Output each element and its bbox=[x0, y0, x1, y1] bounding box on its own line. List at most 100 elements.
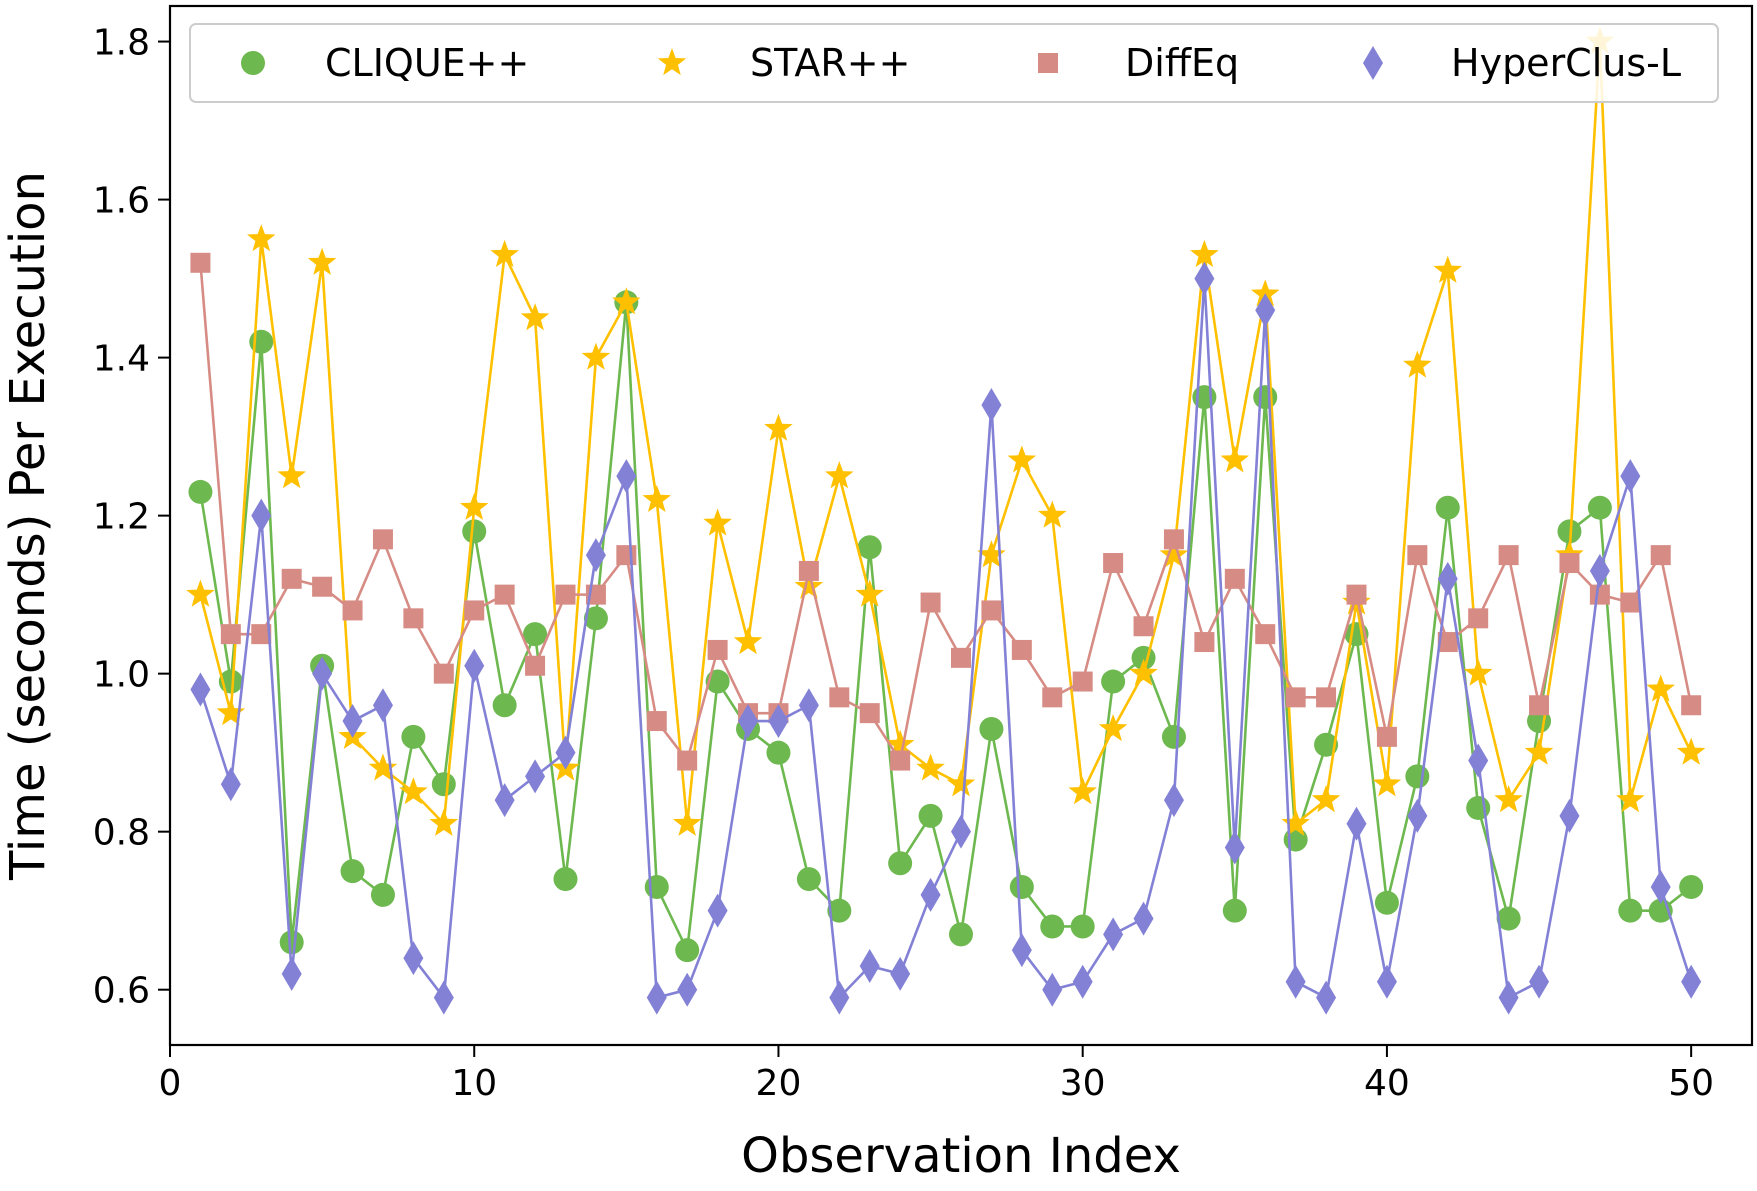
data-point-hyperclus-l bbox=[1194, 261, 1215, 296]
data-point-clique bbox=[827, 898, 852, 923]
data-point-hyperclus-l bbox=[707, 893, 728, 928]
data-point-clique bbox=[462, 519, 487, 544]
data-point-star bbox=[1433, 255, 1463, 283]
data-point-clique bbox=[340, 859, 365, 884]
data-point-diffeq bbox=[1346, 584, 1367, 605]
data-point-clique bbox=[949, 922, 973, 947]
data-point-star bbox=[1190, 239, 1219, 268]
data-point-star bbox=[247, 224, 276, 252]
data-point-hyperclus-l bbox=[1650, 869, 1671, 904]
data-point-hyperclus-l bbox=[1042, 972, 1063, 1007]
data-point-star bbox=[1403, 350, 1432, 378]
data-point-hyperclus-l bbox=[890, 956, 911, 991]
data-point-hyperclus-l bbox=[920, 877, 941, 912]
legend-label-star: STAR++ bbox=[750, 41, 910, 85]
data-point-star bbox=[399, 777, 428, 805]
data-point-hyperclus-l bbox=[1224, 830, 1245, 865]
data-point-hyperclus-l bbox=[525, 759, 546, 794]
data-point-hyperclus-l bbox=[738, 704, 759, 739]
data-point-diffeq bbox=[1529, 695, 1550, 716]
data-point-star bbox=[1250, 279, 1280, 307]
data-point-clique bbox=[888, 851, 913, 876]
data-point-star bbox=[1038, 500, 1067, 528]
x-tick-label: 20 bbox=[756, 1063, 802, 1104]
data-point-star bbox=[277, 461, 306, 489]
legend-entry-hyperclus-l: HyperClus-L bbox=[1363, 41, 1681, 85]
data-point-hyperclus-l bbox=[981, 388, 1002, 423]
data-point-diffeq bbox=[281, 568, 302, 589]
x-axis-title: Observation Index bbox=[741, 1128, 1181, 1184]
data-point-diffeq bbox=[1376, 726, 1397, 747]
data-point-star bbox=[1007, 445, 1037, 473]
legend-marker-hyperclus-l bbox=[1363, 46, 1383, 80]
x-axis-ticks: 0 10 20 30 40 50 bbox=[159, 1045, 1714, 1104]
data-point-diffeq bbox=[1620, 592, 1641, 613]
data-point-diffeq bbox=[1042, 687, 1063, 708]
data-point-star bbox=[764, 413, 793, 441]
data-point-star bbox=[429, 808, 459, 836]
data-point-hyperclus-l bbox=[677, 972, 698, 1007]
data-point-diffeq bbox=[220, 624, 241, 645]
data-point-diffeq bbox=[1224, 568, 1245, 589]
data-point-diffeq bbox=[677, 750, 698, 771]
data-point-star bbox=[1129, 658, 1158, 686]
data-point-star bbox=[1281, 808, 1310, 836]
data-point-diffeq bbox=[1072, 671, 1093, 692]
data-point-clique bbox=[431, 772, 456, 797]
data-point-diffeq bbox=[312, 576, 333, 597]
data-point-star bbox=[307, 247, 337, 275]
data-point-diffeq bbox=[829, 687, 850, 708]
data-point-clique bbox=[1496, 906, 1521, 931]
data-point-diffeq bbox=[494, 584, 515, 605]
data-point-clique bbox=[1618, 898, 1643, 923]
data-point-clique bbox=[1070, 914, 1095, 939]
data-point-star bbox=[825, 461, 854, 489]
series-line-star bbox=[199, 40, 1693, 826]
y-tick-label: 0.6 bbox=[93, 971, 150, 1012]
data-point-star bbox=[1524, 737, 1554, 765]
series-hyperclus-l bbox=[190, 261, 1702, 1015]
data-point-hyperclus-l bbox=[1529, 964, 1550, 999]
data-point-clique bbox=[1283, 827, 1308, 852]
data-point-diffeq bbox=[190, 252, 211, 273]
data-point-diffeq bbox=[1316, 687, 1337, 708]
data-point-diffeq bbox=[342, 600, 363, 621]
data-point-diffeq bbox=[1650, 545, 1671, 566]
x-tick-label: 30 bbox=[1060, 1063, 1106, 1104]
data-point-clique bbox=[1101, 669, 1126, 694]
data-point-star bbox=[1646, 674, 1675, 702]
data-point-hyperclus-l bbox=[1011, 933, 1032, 968]
data-point-clique bbox=[1222, 898, 1247, 923]
legend-marker-clique bbox=[241, 51, 265, 75]
data-point-hyperclus-l bbox=[1072, 964, 1093, 999]
data-point-hyperclus-l bbox=[1559, 798, 1580, 833]
data-point-hyperclus-l bbox=[403, 941, 424, 976]
data-point-clique bbox=[553, 867, 578, 892]
data-point-diffeq bbox=[707, 639, 728, 660]
data-point-clique bbox=[979, 716, 1004, 741]
data-point-clique bbox=[492, 693, 517, 718]
data-point-diffeq bbox=[555, 584, 576, 605]
data-point-star bbox=[1098, 713, 1128, 742]
data-point-diffeq bbox=[1011, 639, 1032, 660]
data-point-star bbox=[855, 579, 884, 607]
data-point-diffeq bbox=[951, 647, 971, 668]
data-point-star bbox=[1311, 785, 1341, 813]
data-point-diffeq bbox=[1437, 632, 1458, 653]
data-point-star bbox=[703, 508, 732, 536]
y-tick-label: 1.6 bbox=[93, 181, 150, 222]
data-point-diffeq bbox=[859, 703, 880, 724]
data-point-star bbox=[1220, 445, 1250, 473]
data-point-hyperclus-l bbox=[1437, 561, 1458, 596]
data-point-clique bbox=[279, 930, 304, 955]
data-point-hyperclus-l bbox=[1255, 293, 1276, 328]
data-point-hyperclus-l bbox=[1589, 553, 1610, 588]
legend-entry-clique: CLIQUE++ bbox=[241, 41, 529, 85]
x-tick-label: 10 bbox=[451, 1063, 497, 1104]
legend-label-hyperclus-l: HyperClus-L bbox=[1451, 41, 1681, 85]
x-tick-label: 40 bbox=[1364, 1063, 1410, 1104]
data-point-star bbox=[490, 239, 519, 268]
data-point-clique bbox=[1587, 495, 1612, 520]
data-point-clique bbox=[1679, 874, 1704, 899]
data-point-star bbox=[946, 769, 976, 797]
